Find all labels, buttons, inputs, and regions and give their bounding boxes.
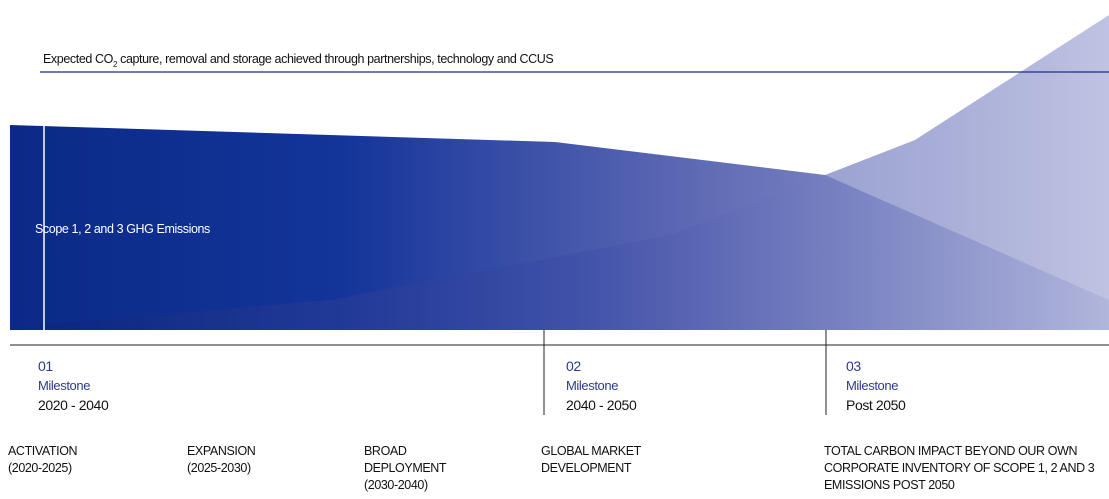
capture-area [40,15,1109,330]
phase-line: BROAD [364,444,407,458]
milestone-number: 02 [566,358,581,374]
milestone-period: Post 2050 [846,397,906,413]
caption: Expected CO2 capture, removal and storag… [43,52,553,69]
phase-line: (2025-2030) [187,461,251,475]
milestones: 01 Milestone 2020 - 2040 02 Milestone 2040 - … [38,358,906,413]
phase-line: EMISSIONS POST 2050 [824,478,955,492]
milestone-number: 03 [846,358,861,374]
milestone-period: 2020 - 2040 [38,397,109,413]
phase-line: (2020-2025) [8,461,72,475]
phase-line: (2030-2040) [364,478,428,492]
phase-line: TOTAL CARBON IMPACT BEYOND OUR OWN [824,444,1077,458]
caption-part: Expected CO [43,52,114,66]
milestone-number: 01 [38,358,53,374]
emissions-label: Scope 1, 2 and 3 GHG Emissions [35,222,210,236]
phase-line: DEPLOYMENT [364,461,447,475]
phase-line: GLOBAL MARKET [541,444,642,458]
phase-line: CORPORATE INVENTORY OF SCOPE 1, 2 AND 3 [824,461,1095,475]
caption-part: capture, removal and storage achieved th… [117,52,553,66]
caption-subscript: 2 [113,60,118,69]
milestone-label: Milestone [846,378,898,393]
milestone-label: Milestone [38,378,90,393]
milestone-period: 2040 - 2050 [566,397,637,413]
phases: ACTIVATION (2020-2025) EXPANSION (2025-2030… [8,444,1095,492]
phase-line: DEVELOPMENT [541,461,632,475]
milestone-label: Milestone [566,378,618,393]
phase-line: ACTIVATION [8,444,78,458]
phase-line: EXPANSION [187,444,256,458]
